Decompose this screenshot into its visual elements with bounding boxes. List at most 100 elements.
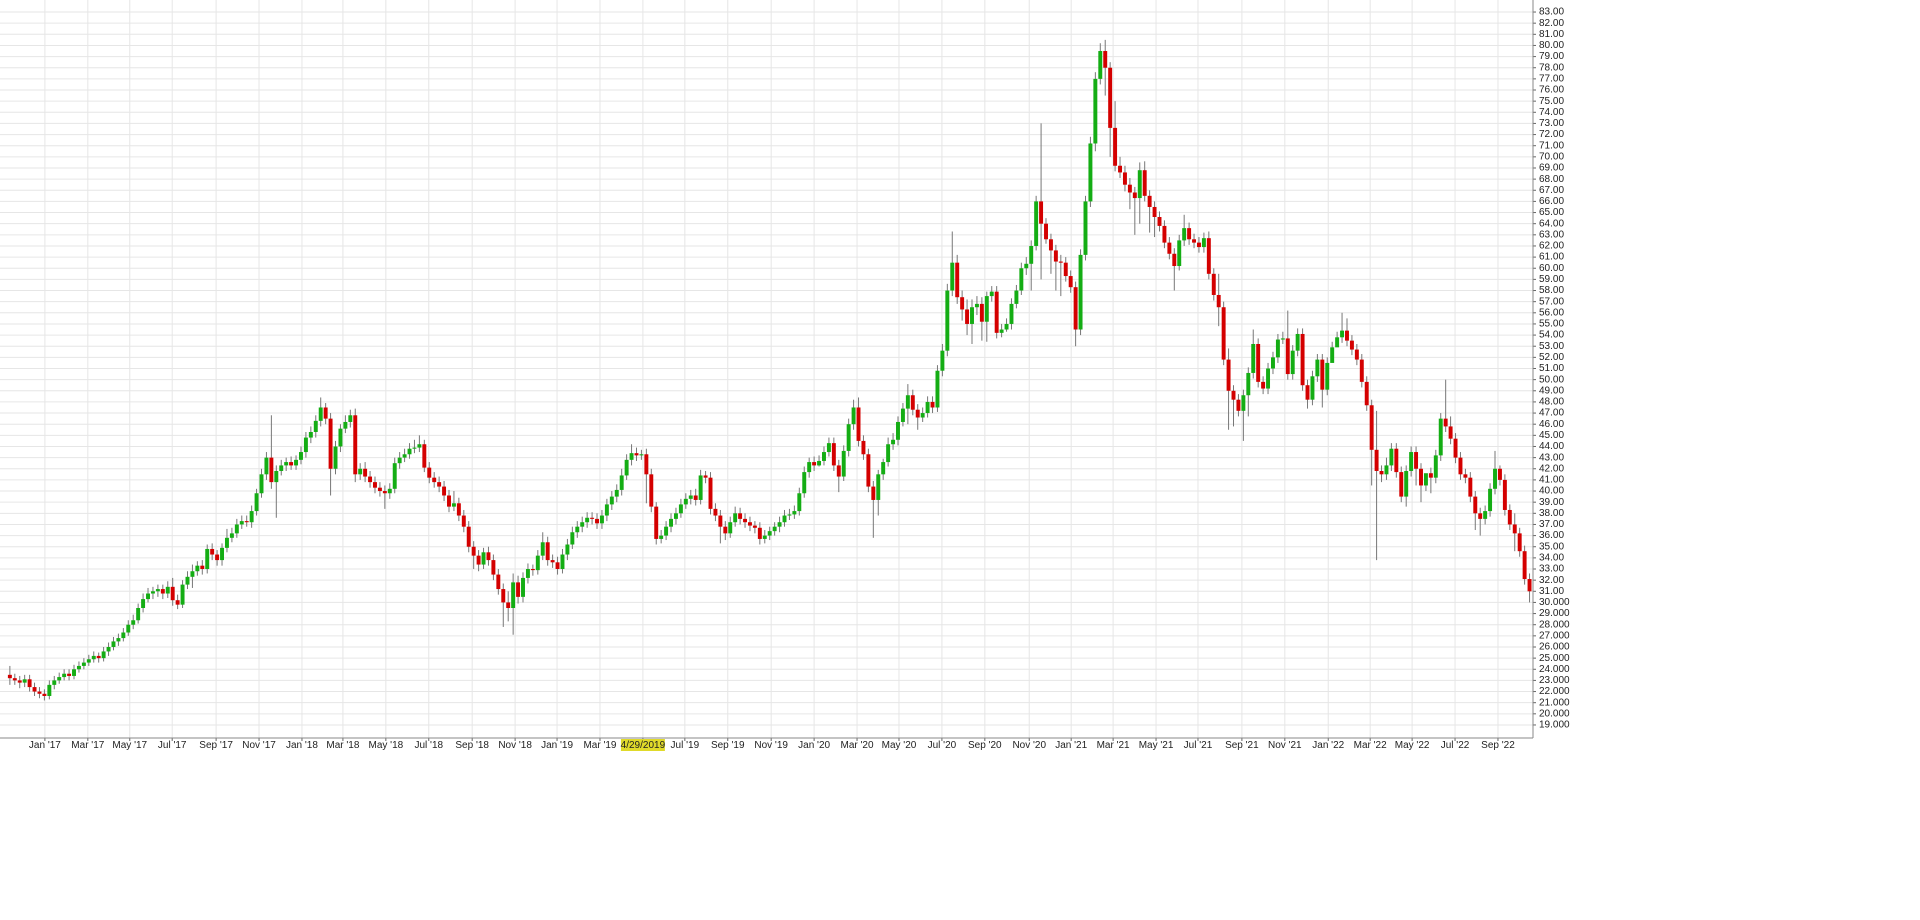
candle-body <box>22 679 27 683</box>
candle-body <box>713 508 718 516</box>
candle-body <box>343 421 348 429</box>
candle-body <box>595 518 599 524</box>
candle-body <box>67 673 72 676</box>
y-tick-label: 59.00 <box>1539 274 1564 285</box>
candle-body <box>590 517 595 519</box>
candle-body <box>496 574 501 590</box>
y-tick-label: 19.000 <box>1539 720 1570 731</box>
candle-body <box>1428 473 1433 478</box>
candle-body <box>432 477 437 483</box>
candle-body <box>1024 263 1029 269</box>
candle-body <box>1019 268 1024 291</box>
candle-body <box>807 462 812 473</box>
candle-body <box>417 444 422 448</box>
candle-body <box>180 584 185 605</box>
candle-body <box>471 546 476 556</box>
candle-body <box>846 424 851 451</box>
candle-body <box>817 460 822 466</box>
candle-body <box>575 526 580 533</box>
candle-body <box>1216 294 1221 308</box>
candle-body <box>1364 381 1369 406</box>
candle-body <box>688 495 693 499</box>
candle-body <box>76 665 81 670</box>
candle-body <box>506 602 511 609</box>
candle-body <box>812 462 817 466</box>
candle-body <box>136 608 141 621</box>
candle-body <box>185 576 190 585</box>
candle-body <box>146 593 150 600</box>
y-tick-label: 21.000 <box>1539 697 1570 708</box>
candle-body <box>614 489 619 497</box>
candle-body <box>521 577 525 597</box>
y-tick-label: 63.00 <box>1539 229 1564 240</box>
candle-body <box>397 457 402 464</box>
x-tick-label: Sep '17 <box>199 740 233 751</box>
y-tick-label: 57.00 <box>1539 296 1564 307</box>
candle-body <box>1438 418 1443 456</box>
candle-body <box>910 395 915 410</box>
candle-body <box>752 525 757 528</box>
candle-body <box>1236 399 1241 411</box>
candle-body <box>239 521 244 525</box>
candle-body <box>599 515 604 524</box>
x-tick-label: Jan '20 <box>798 740 830 751</box>
candle-body <box>698 475 703 500</box>
y-tick-label: 40.00 <box>1539 486 1564 497</box>
candle-body <box>525 569 530 578</box>
candle-body <box>797 493 802 512</box>
candle-body <box>62 673 67 678</box>
candle-body <box>358 468 363 475</box>
candle-body <box>1137 170 1142 199</box>
candle-body <box>678 504 683 514</box>
candle-body <box>215 554 220 561</box>
candle-body <box>501 589 506 603</box>
candle-body <box>269 457 274 483</box>
candle-body <box>560 554 565 570</box>
candle-body <box>545 542 550 561</box>
x-tick-label: Jul '17 <box>158 740 187 751</box>
candle-body <box>1132 192 1137 199</box>
candle-body <box>1073 287 1078 330</box>
candle-body <box>654 506 659 539</box>
candle-body <box>1349 340 1354 350</box>
y-tick-label: 29.000 <box>1539 608 1570 619</box>
y-tick-label: 50.00 <box>1539 374 1564 385</box>
candle-body <box>387 488 392 494</box>
candle-body <box>1493 468 1497 489</box>
candle-body <box>1340 330 1345 338</box>
candle-body <box>1103 51 1108 68</box>
candle-body <box>294 459 299 466</box>
candle-body <box>32 687 37 692</box>
candle-body <box>427 467 432 478</box>
candle-body <box>1458 457 1463 475</box>
y-tick-label: 67.00 <box>1539 185 1564 196</box>
candle-body <box>891 439 896 445</box>
candle-body <box>747 522 752 526</box>
candle-body <box>1157 216 1162 226</box>
candle-body <box>1256 343 1261 382</box>
candle-body <box>190 571 195 577</box>
y-tick-label: 51.00 <box>1539 363 1564 374</box>
candle-body <box>1384 465 1389 475</box>
candle-body <box>1246 372 1251 396</box>
y-tick-label: 48.00 <box>1539 397 1564 408</box>
candle-body <box>935 370 940 408</box>
candle-body <box>91 655 96 660</box>
candle-body <box>708 477 713 509</box>
candle-body <box>866 454 871 487</box>
candle-body <box>831 443 836 466</box>
y-tick-label: 83.00 <box>1539 7 1564 18</box>
y-tick-label: 75.00 <box>1539 96 1564 107</box>
candle-body <box>757 527 762 539</box>
y-tick-label: 49.00 <box>1539 385 1564 396</box>
candle-body <box>259 474 264 494</box>
candle-body <box>373 482 377 488</box>
candle-body <box>1527 579 1532 592</box>
candle-body <box>683 498 688 505</box>
candle-body <box>669 518 674 527</box>
candle-body <box>96 655 101 659</box>
candle-body <box>101 651 106 659</box>
y-tick-label: 36.00 <box>1539 530 1564 541</box>
candle-body <box>1226 359 1231 391</box>
